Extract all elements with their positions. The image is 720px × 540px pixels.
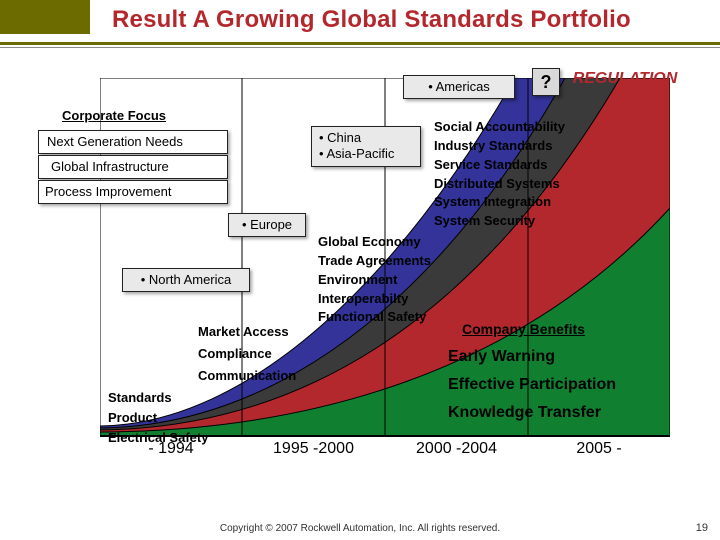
- right-stack: Social Accountability Industry Standards…: [434, 118, 565, 231]
- title-rule-thin: [0, 47, 720, 48]
- era-2: 1995 -2000: [242, 440, 385, 466]
- ms-1: Global Economy: [318, 233, 431, 252]
- ms-3: Environment: [318, 271, 431, 290]
- china-ap-box: • China • Asia-Pacific: [311, 126, 421, 167]
- ms-4: Interoperabilty: [318, 290, 431, 309]
- page-number: 19: [696, 522, 708, 534]
- europe-box: • Europe: [228, 213, 306, 237]
- ms-2: Trade Agreements: [318, 252, 431, 271]
- benefit-2: Effective Participation: [448, 376, 616, 394]
- rs-2: Industry Standards: [434, 137, 565, 156]
- benefit-3: Knowledge Transfer: [448, 404, 601, 422]
- ls-1: Market Access: [198, 322, 289, 343]
- title-rule: [0, 42, 720, 45]
- north-america-box: • North America: [122, 268, 250, 292]
- ls-5: Product: [108, 408, 157, 429]
- china-label: • China: [319, 130, 413, 146]
- era-labels: - 1994 1995 -2000 2000 -2004 2005 -: [100, 440, 670, 466]
- era-4: 2005 -: [528, 440, 670, 466]
- chart: • Americas ? REGULATION Corporate Focus …: [100, 78, 670, 466]
- americas-label: • Americas: [428, 79, 490, 94]
- company-benefits-link[interactable]: Company Benefits: [462, 321, 585, 337]
- ms-5: Functional Safety: [318, 308, 431, 327]
- rs-6: System Security: [434, 212, 565, 231]
- rs-3: Service Standards: [434, 156, 565, 175]
- era-1: - 1994: [100, 440, 242, 466]
- copyright: Copyright © 2007 Rockwell Automation, In…: [0, 523, 720, 534]
- page-title: Result A Growing Global Standards Portfo…: [90, 0, 631, 34]
- americas-box: • Americas: [403, 75, 515, 99]
- corporate-focus-heading: Corporate Focus: [62, 108, 166, 123]
- ls-3: Communication: [198, 366, 296, 387]
- rs-5: System Integration: [434, 193, 565, 212]
- regulation-label: REGULATION: [570, 70, 680, 88]
- ls-2: Compliance: [198, 344, 272, 365]
- question-box: ?: [532, 68, 560, 96]
- cf-item-2: Global Infrastructure: [38, 155, 228, 179]
- corner-block: [0, 0, 90, 34]
- benefit-1: Early Warning: [448, 348, 555, 366]
- ls-4: Standards: [108, 388, 172, 409]
- rs-1: Social Accountability: [434, 118, 565, 137]
- ap-label: • Asia-Pacific: [319, 146, 413, 162]
- rs-4: Distributed Systems: [434, 175, 565, 194]
- cf-item-3: Process Improvement: [38, 180, 228, 204]
- mid-stack: Global Economy Trade Agreements Environm…: [318, 233, 431, 327]
- era-3: 2000 -2004: [385, 440, 528, 466]
- cf-item-1: Next Generation Needs: [38, 130, 228, 154]
